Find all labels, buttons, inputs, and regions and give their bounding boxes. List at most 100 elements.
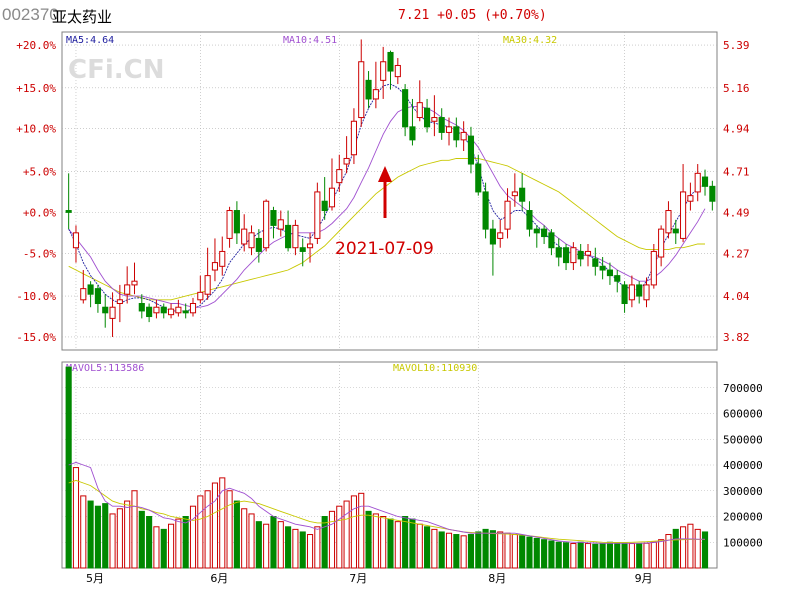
volume-bar [621, 542, 628, 569]
candle-body [72, 232, 80, 249]
candle-body [292, 224, 299, 249]
candle-body [533, 228, 540, 234]
candle-body [80, 288, 87, 301]
candle-body [277, 219, 284, 230]
volume-bar [277, 521, 284, 569]
ma-legend: MA10:4.51 [283, 35, 337, 46]
volume-tick-label: 500000 [723, 433, 763, 446]
volume-bar [116, 508, 123, 569]
candle-body [102, 306, 109, 314]
volume-bar [416, 523, 423, 569]
volume-bar [614, 542, 621, 569]
volume-bar [241, 508, 248, 569]
candle-body [146, 306, 153, 318]
volume-bar [380, 516, 387, 569]
candle-body [131, 280, 138, 286]
candle-body [380, 61, 387, 81]
candle-body [709, 185, 716, 202]
candle-body [255, 237, 262, 252]
volume-bar [87, 500, 94, 569]
candle-body [226, 210, 233, 239]
volume-bar [599, 543, 606, 569]
candle-body [489, 228, 496, 245]
volume-bar [233, 500, 240, 569]
candle-body [438, 117, 445, 133]
candle-body [241, 228, 248, 245]
month-label: 5月 [86, 572, 104, 585]
candle-body [570, 247, 577, 264]
candle-body [211, 262, 219, 271]
candle-body [87, 284, 94, 295]
stock-code: 002370 [2, 5, 59, 24]
volume-tick-label: 700000 [723, 382, 763, 395]
volume-bar [153, 526, 160, 569]
candle-body [643, 284, 650, 301]
price-tick-label: 4.49 [723, 206, 750, 219]
volume-bar [548, 540, 555, 569]
percent-tick-label: +5.0% [23, 165, 56, 178]
watermark: CFi.CN [68, 55, 164, 85]
volume-bar [467, 534, 475, 569]
percent-tick-label: +15.0% [16, 82, 56, 95]
volume-bar [219, 477, 226, 569]
candle-body [650, 250, 657, 286]
candle-body [219, 250, 226, 267]
volume-bar [299, 531, 306, 569]
volume-bar [562, 542, 570, 569]
volume-bar [424, 526, 431, 569]
volume-bar [263, 523, 270, 569]
volume-bar [541, 539, 548, 569]
candle-body [658, 228, 665, 258]
candle-body [336, 169, 343, 184]
volume-bar [336, 505, 343, 569]
volume-bar [168, 523, 175, 569]
candle-body [475, 163, 482, 193]
volume-bar [665, 534, 672, 569]
candle-body [548, 232, 555, 249]
candle-body [628, 284, 635, 301]
volume-bar [402, 516, 409, 569]
candle-body [424, 107, 431, 128]
candle-body [526, 210, 533, 230]
candle-body [350, 120, 357, 156]
volume-bar [636, 543, 643, 569]
candle-body [358, 61, 365, 119]
volume-bar [306, 534, 314, 569]
candle-body [233, 210, 240, 234]
candle-body [153, 306, 160, 314]
price-tick-label: 4.27 [723, 247, 750, 260]
candle-body [504, 200, 511, 230]
volume-bar [445, 532, 453, 569]
volume-bar [592, 543, 599, 569]
candle-body [321, 200, 328, 212]
candle-body [665, 210, 672, 234]
candle-body [124, 284, 131, 295]
candle-body [482, 191, 489, 230]
candle-body [701, 176, 709, 187]
candle-body [365, 79, 372, 100]
candle-body [680, 191, 687, 239]
candle-body [694, 172, 701, 193]
price-tick-label: 4.94 [723, 123, 750, 136]
volume-bar [643, 542, 650, 569]
ma-legend: MA30:4.32 [503, 35, 557, 46]
volume-bar [365, 510, 372, 569]
candle-body [467, 135, 475, 165]
volume-bar [94, 505, 101, 569]
mavol10-legend: MAVOL10:110930 [393, 363, 477, 374]
volume-bar [285, 526, 292, 569]
volume-bar [460, 535, 467, 569]
volume-bar [343, 500, 350, 569]
volume-bar [482, 528, 489, 569]
volume-bar [628, 543, 635, 569]
percent-tick-label: +0.0% [23, 206, 56, 219]
volume-bar [131, 490, 138, 569]
candle-body [306, 243, 314, 249]
month-label: 8月 [488, 572, 506, 585]
volume-bar [453, 534, 460, 569]
volume-bar [606, 541, 613, 569]
candle-body [182, 310, 189, 314]
volume-bar [102, 503, 109, 569]
candle-body [687, 195, 694, 202]
mavol10-line [68, 479, 705, 543]
